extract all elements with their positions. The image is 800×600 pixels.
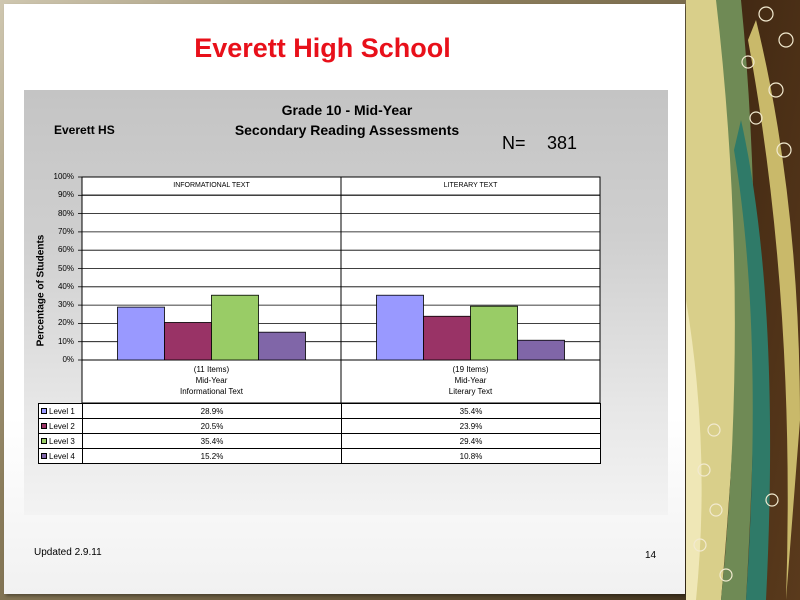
bar-level-3 [470, 305, 518, 361]
legend-label: Level 4 [49, 451, 75, 461]
school-label: Everett HS [54, 123, 115, 137]
bar-level-2 [164, 322, 212, 361]
y-tick-label: 90% [57, 190, 74, 200]
legend-swatch-level1 [41, 408, 47, 415]
legend-label: Level 1 [49, 406, 75, 416]
table-row: Level 1 28.9% 35.4% [38, 403, 601, 419]
y-tick-label: 50% [57, 263, 74, 273]
n-label: N= [502, 133, 526, 153]
chart-title-line1: Grade 10 - Mid-Year [281, 102, 413, 118]
n-value: 381 [547, 133, 578, 153]
legend-swatch-level3 [41, 438, 47, 445]
category-label-line: Informational Text [180, 387, 243, 396]
data-table: Level 1 28.9% 35.4% Level 2 20.5% 23.9% … [38, 403, 601, 464]
legend-label: Level 3 [49, 436, 75, 446]
data-label: 20.5% [82, 418, 342, 434]
bar-level-1 [376, 294, 424, 361]
bar-level-2 [423, 315, 471, 361]
page-number: 14 [645, 550, 657, 561]
data-label: 35.4% [82, 433, 342, 449]
bar-level-4 [258, 331, 306, 361]
bar-level-3 [211, 294, 259, 361]
y-tick-label: 40% [57, 281, 74, 291]
y-tick-label: 60% [57, 245, 74, 255]
y-tick-label: 70% [57, 226, 74, 236]
category-label-line: (19 Items) [452, 365, 489, 374]
category-label-line: (11 Items) [193, 365, 230, 374]
table-row: Level 3 35.4% 29.4% [38, 433, 601, 449]
y-tick-label: 30% [57, 300, 74, 310]
category-label-line: Mid-Year [454, 376, 487, 385]
decorative-side-panel [686, 0, 800, 600]
data-label: 35.4% [341, 403, 601, 419]
table-row-header: Level 1 [38, 403, 83, 419]
data-label: 23.9% [341, 418, 601, 434]
panel-title-informational: INFORMATIONAL TEXT [173, 182, 250, 189]
page-title: Everett High School [194, 33, 451, 63]
legend-swatch-level2 [41, 423, 47, 430]
category-label-line: Mid-Year [195, 376, 228, 385]
category-label-line: Literary Text [448, 387, 493, 396]
data-label: 29.4% [341, 433, 601, 449]
table-row: Level 4 15.2% 10.8% [38, 448, 601, 464]
y-tick-label: 10% [57, 336, 74, 346]
legend-label: Level 2 [49, 421, 75, 431]
table-row-header: Level 2 [38, 418, 83, 434]
bar-level-1 [117, 306, 165, 361]
table-row-header: Level 3 [38, 433, 83, 449]
data-label: 15.2% [82, 448, 342, 464]
bar-level-4 [517, 339, 565, 361]
y-tick-label: 100% [53, 172, 74, 181]
y-tick-label: 80% [57, 208, 74, 218]
table-row: Level 2 20.5% 23.9% [38, 418, 601, 434]
data-label: 28.9% [82, 403, 342, 419]
table-row-header: Level 4 [38, 448, 83, 464]
legend-swatch-level4 [41, 453, 47, 460]
y-tick-label: 0% [62, 355, 74, 364]
footer-updated: Updated 2.9.11 [34, 547, 102, 558]
panel-title-literary: LITERARY TEXT [443, 182, 498, 189]
data-label: 10.8% [341, 448, 601, 464]
chart-title-line2: Secondary Reading Assessments [234, 122, 460, 138]
y-tick-label: 20% [57, 318, 74, 328]
